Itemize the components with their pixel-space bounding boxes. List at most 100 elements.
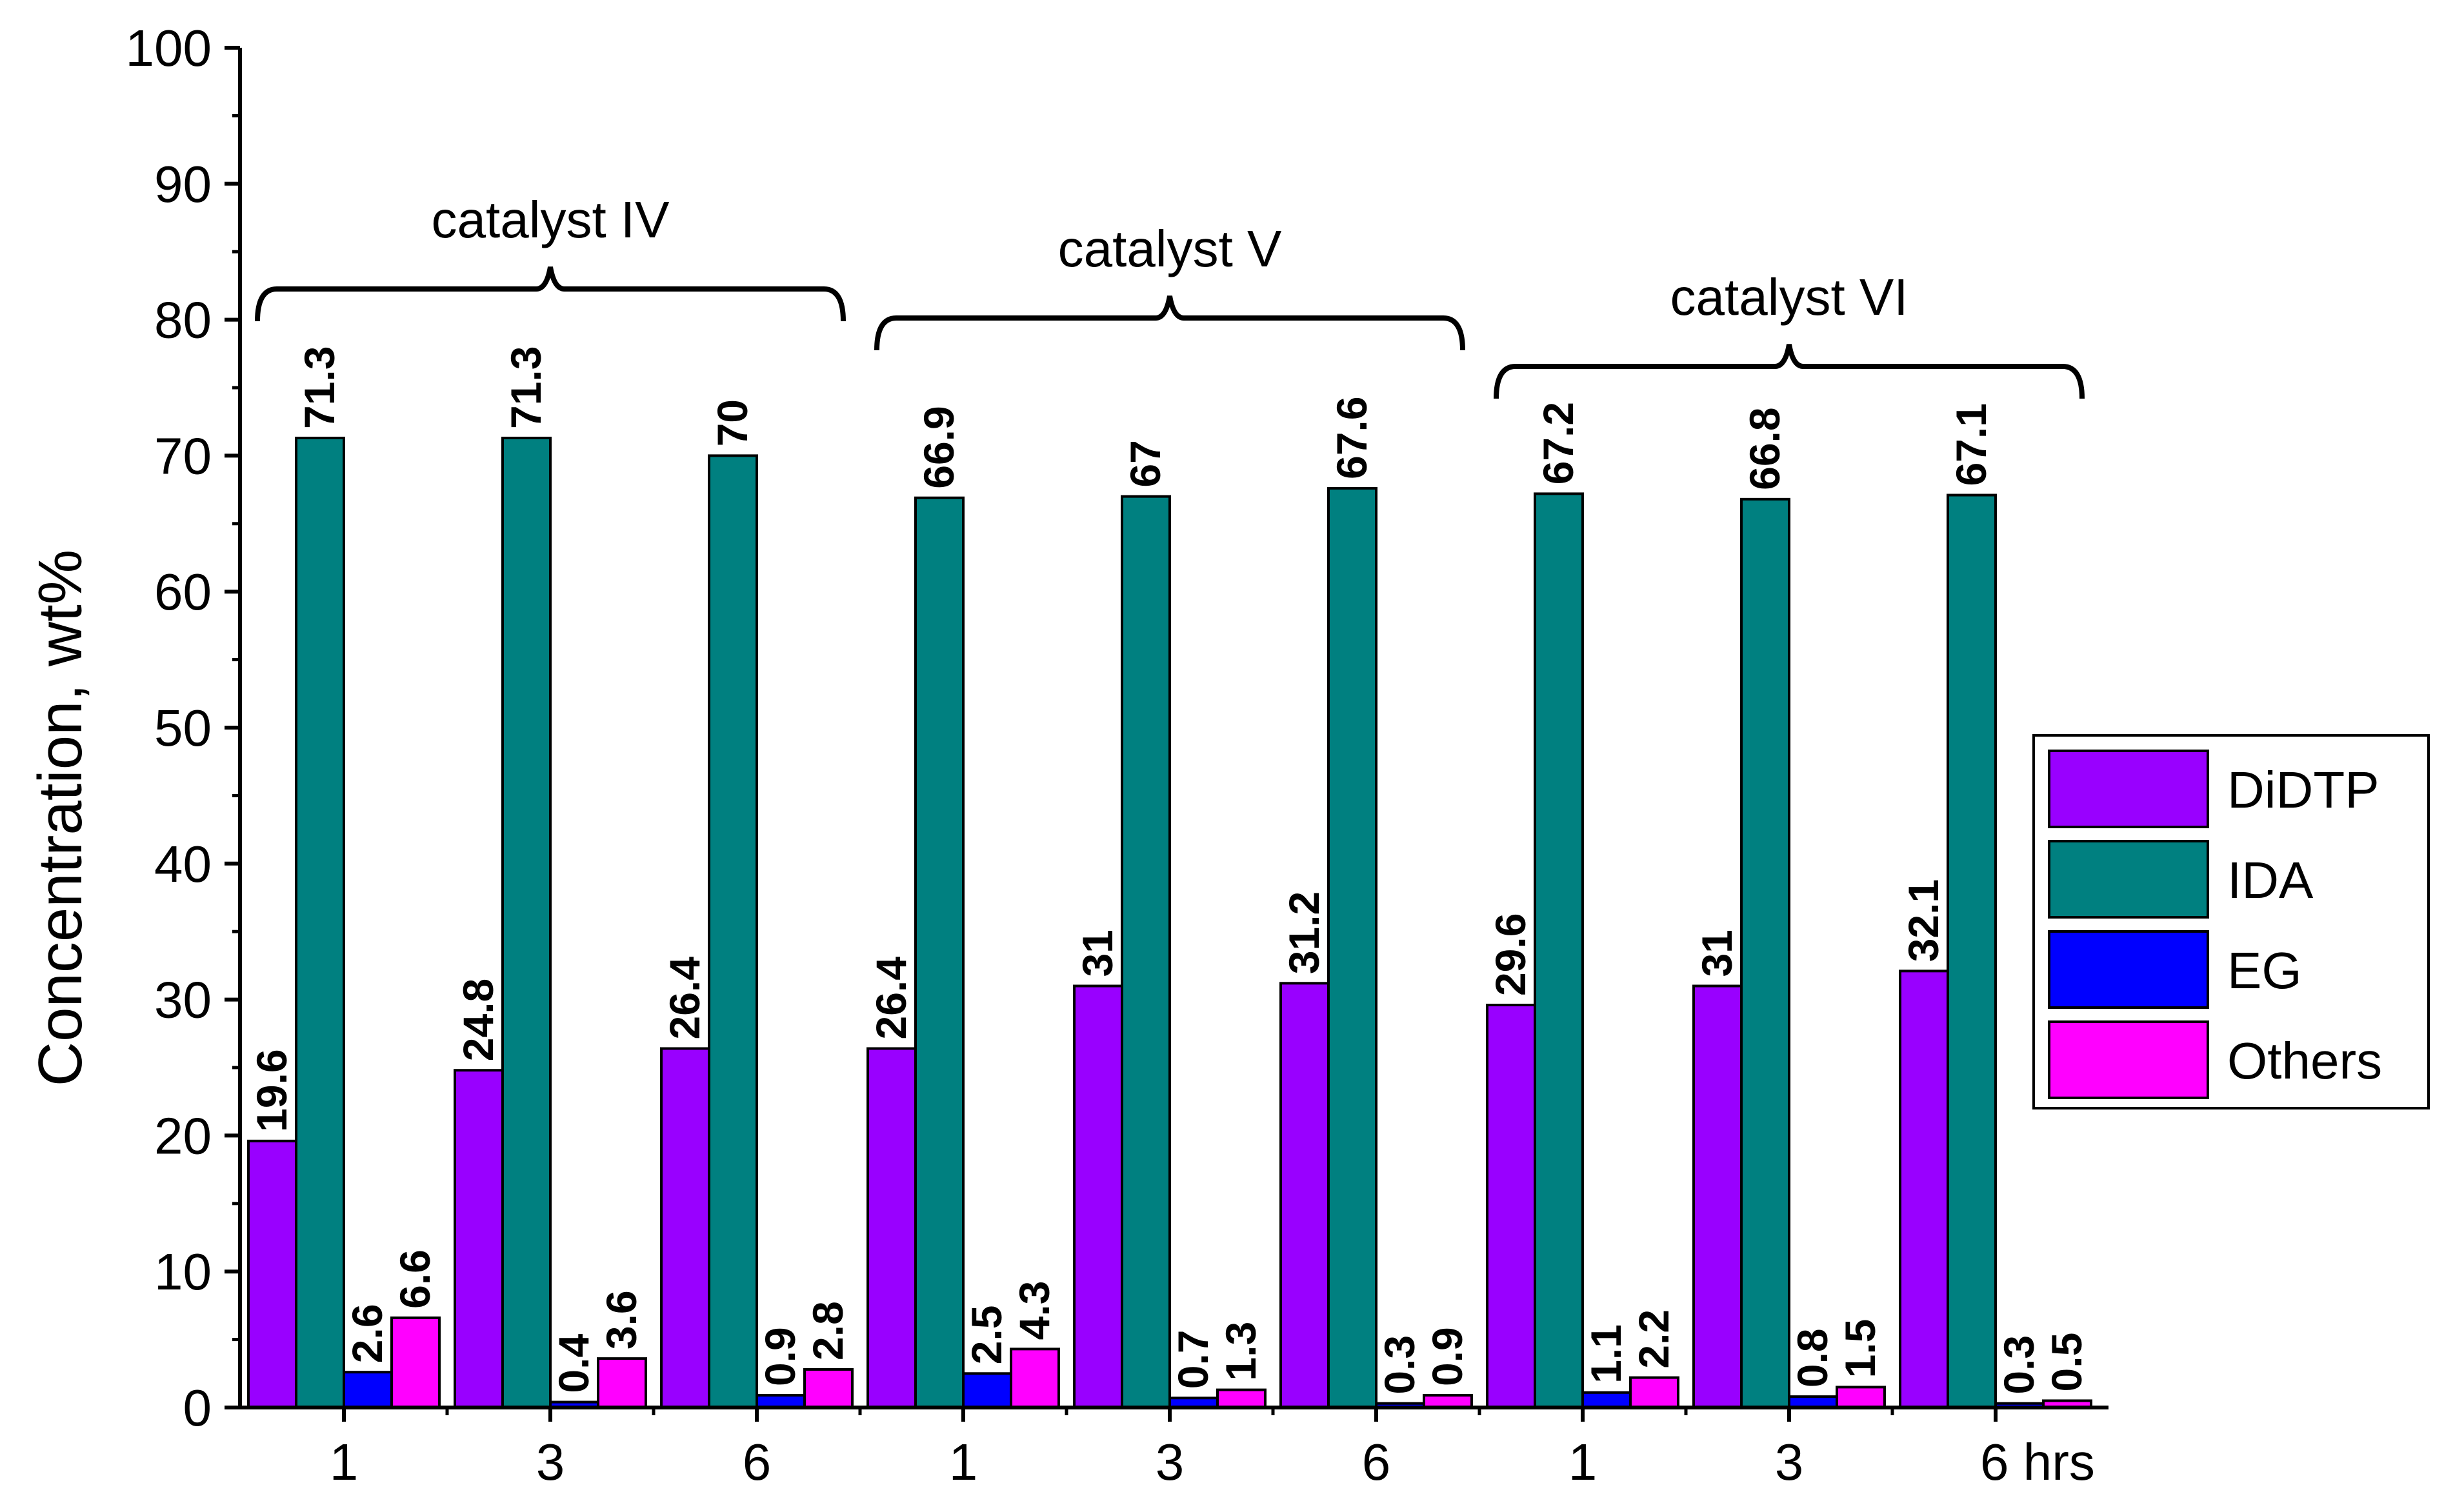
data-label-eg-8: 0.3	[1995, 1335, 2043, 1395]
data-label-didtp-1: 24.8	[454, 979, 502, 1061]
bar-didtp-7	[1692, 984, 1743, 1409]
bar-eg-6	[1581, 1391, 1632, 1409]
y-tick-label-50: 50	[154, 699, 212, 757]
axes-layer: 0 10 20 30 40 50 60 70 80 90 100 1 3 6 1 3 6 1 3 6 hrs	[126, 19, 2108, 1491]
legend-swatch-ida	[2048, 840, 2209, 919]
data-label-ida-8: 67.1	[1947, 403, 1995, 486]
x-tick-label-3: 1	[949, 1433, 978, 1491]
bar-didtp-0	[247, 1139, 297, 1409]
data-label-didtp-6: 29.6	[1487, 913, 1534, 996]
bar-didtp-1	[454, 1069, 504, 1409]
data-label-ida-1: 71.3	[502, 346, 550, 429]
data-label-eg-5: 0.3	[1376, 1335, 1423, 1395]
bar-didtp-2	[660, 1047, 710, 1409]
data-label-ida-2: 70	[708, 399, 756, 446]
data-label-others-2: 2.8	[804, 1301, 852, 1360]
data-label-eg-7: 0.8	[1788, 1328, 1836, 1388]
y-tick-label-40: 40	[154, 835, 212, 893]
legend: DiDTP IDA EG Others	[2032, 734, 2430, 1109]
bar-didtp-4	[1073, 984, 1123, 1409]
x-tick-label-0: 1	[330, 1433, 359, 1491]
y-tick-label-30: 30	[154, 971, 212, 1029]
bar-others-1	[597, 1357, 647, 1409]
group-bracket-0	[255, 266, 846, 322]
data-label-ida-0: 71.3	[295, 346, 343, 429]
group-label-0: catalyst IV	[431, 191, 670, 248]
y-tick-label-90: 90	[154, 155, 212, 213]
bar-eg-3	[962, 1372, 1012, 1409]
data-label-ida-6: 67.2	[1534, 402, 1582, 484]
bar-didtp-5	[1279, 982, 1330, 1409]
y-tick-label-70: 70	[154, 427, 212, 484]
group-brackets-layer: catalyst IV catalyst V catalyst VI	[255, 191, 2085, 399]
bar-didtp-8	[1899, 970, 1949, 1409]
legend-label-ida: IDA	[2227, 851, 2314, 909]
data-label-eg-6: 1.1	[1582, 1324, 1630, 1384]
legend-label-eg: EG	[2227, 942, 2302, 999]
bar-didtp-6	[1486, 1004, 1536, 1409]
bar-eg-0	[343, 1371, 393, 1409]
bar-ida-6	[1534, 492, 1584, 1409]
group-bracket-1	[874, 295, 1465, 351]
bar-ida-3	[914, 496, 965, 1409]
legend-label-others: Others	[2227, 1032, 2382, 1089]
data-label-eg-0: 2.6	[343, 1304, 391, 1363]
data-label-others-6: 2.2	[1630, 1309, 1678, 1369]
data-label-didtp-8: 32.1	[1899, 879, 1947, 962]
y-tick-label-100: 100	[126, 19, 212, 77]
data-label-ida-4: 67	[1121, 440, 1169, 487]
x-tick-label-5: 6	[1362, 1433, 1391, 1491]
data-label-ida-3: 66.9	[915, 406, 963, 488]
data-label-eg-3: 2.5	[963, 1306, 1010, 1365]
data-label-ida-7: 66.8	[1741, 407, 1788, 490]
data-label-didtp-0: 19.6	[248, 1049, 295, 1131]
x-tick-label-1: 3	[536, 1433, 565, 1491]
bar-others-3	[1010, 1348, 1060, 1409]
data-label-ida-5: 67.6	[1328, 397, 1376, 479]
data-label-eg-1: 0.4	[550, 1334, 597, 1393]
bar-others-7	[1836, 1386, 1886, 1409]
y-tick-label-0: 0	[183, 1379, 212, 1437]
x-tick-label-2: 6	[743, 1433, 772, 1491]
data-label-others-8: 0.5	[2043, 1333, 2090, 1392]
bar-ida-5	[1327, 486, 1377, 1409]
bar-ida-1	[501, 436, 552, 1409]
legend-label-didtp: DiDTP	[2227, 761, 2379, 819]
y-tick-label-80: 80	[154, 292, 212, 349]
bar-ida-8	[1947, 493, 1997, 1409]
group-label-2: catalyst VI	[1670, 268, 1908, 326]
bars-layer	[247, 436, 2092, 1409]
data-label-didtp-7: 31	[1693, 930, 1741, 977]
bar-others-2	[803, 1368, 854, 1409]
data-label-others-5: 0.9	[1423, 1327, 1471, 1386]
x-tick-label-7: 3	[1775, 1433, 1804, 1491]
bar-others-0	[390, 1316, 441, 1409]
bar-ida-7	[1740, 497, 1790, 1409]
y-tick-label-60: 60	[154, 563, 212, 621]
data-label-didtp-5: 31.2	[1280, 891, 1328, 974]
y-tick-label-20: 20	[154, 1107, 212, 1164]
bar-ida-2	[708, 454, 758, 1409]
x-tick-label-4: 3	[1156, 1433, 1185, 1491]
data-label-others-3: 4.3	[1010, 1281, 1058, 1340]
data-label-didtp-4: 31	[1074, 930, 1121, 977]
group-label-1: catalyst V	[1058, 220, 1282, 277]
group-bracket-2	[1494, 344, 2085, 399]
x-tick-label-8: 6 hrs	[1980, 1433, 2095, 1491]
data-label-others-7: 1.5	[1836, 1319, 1884, 1378]
legend-swatch-eg	[2048, 930, 2209, 1009]
bar-others-4	[1216, 1388, 1267, 1409]
x-tick-label-6: 1	[1568, 1433, 1598, 1491]
data-label-didtp-2: 26.4	[661, 957, 708, 1040]
data-label-others-0: 6.6	[391, 1249, 439, 1309]
legend-swatch-others	[2048, 1020, 2209, 1099]
data-label-others-1: 3.6	[597, 1290, 645, 1349]
bar-ida-0	[295, 436, 345, 1409]
data-label-eg-2: 0.9	[756, 1327, 804, 1386]
data-label-didtp-3: 26.4	[867, 957, 915, 1040]
bar-didtp-3	[866, 1047, 917, 1409]
legend-swatch-didtp	[2048, 750, 2209, 828]
data-label-others-4: 1.3	[1217, 1322, 1265, 1381]
